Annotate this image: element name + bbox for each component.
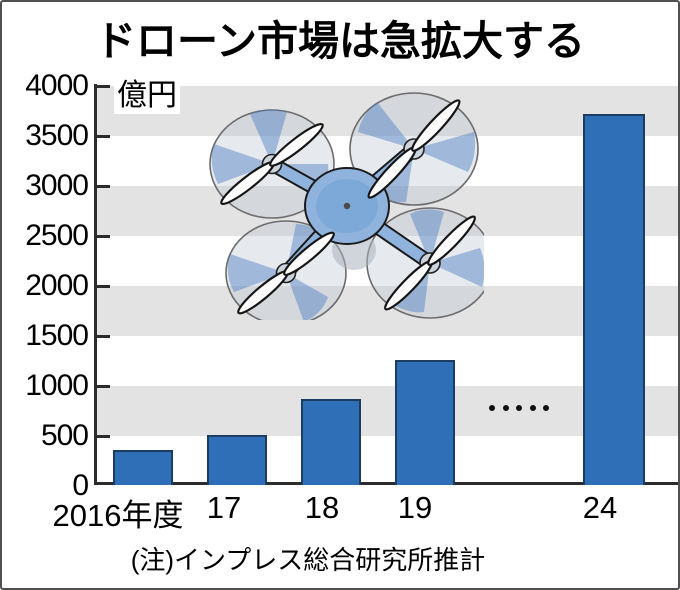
y-axis-tick-2500 bbox=[97, 235, 110, 238]
drone-illustration bbox=[209, 92, 484, 320]
y-axis-label-3500: 3500 bbox=[25, 119, 89, 152]
x-axis-label-24: 24 bbox=[582, 490, 618, 525]
y-axis-tick-1000 bbox=[97, 385, 110, 388]
y-axis-label-0: 0 bbox=[72, 469, 89, 502]
chart-title: ドローン市場は急拡大する bbox=[95, 18, 585, 64]
omitted-years-dot bbox=[489, 405, 495, 411]
x-axis-label-17: 17 bbox=[206, 490, 242, 525]
source-note: (注)インプレス総合研究所推計 bbox=[130, 545, 486, 575]
x-axis-label-19: 19 bbox=[397, 490, 433, 525]
omitted-years-dot bbox=[529, 405, 536, 411]
y-axis-label-1500: 1500 bbox=[25, 319, 89, 352]
bar-2016年度 bbox=[113, 450, 173, 485]
y-axis-tick-1500 bbox=[97, 335, 110, 338]
x-axis-label-18: 18 bbox=[304, 490, 340, 525]
y-axis-labels: 4000 3500 3000 2500 2000 1500 1000 500 0 bbox=[2, 2, 89, 588]
y-axis-tick-3000 bbox=[97, 185, 110, 188]
omitted-years-dot bbox=[502, 405, 509, 411]
y-axis-label-2500: 2500 bbox=[25, 219, 89, 252]
y-axis-unit-label: 億円 bbox=[114, 70, 180, 114]
y-axis-tick-3500 bbox=[97, 135, 110, 138]
y-axis-tick-2000 bbox=[97, 285, 110, 288]
x-axis-label-2016年度: 2016年度 bbox=[52, 498, 184, 533]
bar-19 bbox=[395, 360, 455, 485]
y-axis-line bbox=[94, 84, 97, 484]
y-axis-label-2000: 2000 bbox=[25, 269, 89, 302]
omitted-years-dot bbox=[543, 405, 549, 411]
y-axis-tick-500 bbox=[97, 435, 110, 438]
gray-band-500-1000 bbox=[96, 386, 678, 436]
x-axis-line bbox=[94, 482, 678, 485]
y-axis-label-1000: 1000 bbox=[25, 369, 89, 402]
y-axis-label-500: 500 bbox=[40, 419, 89, 452]
propeller-blades bbox=[220, 99, 476, 315]
omitted-years-dots bbox=[489, 405, 549, 411]
y-axis-label-4000: 4000 bbox=[25, 69, 89, 102]
bar-24 bbox=[583, 114, 645, 485]
bar-18 bbox=[301, 399, 361, 485]
y-axis-label-3000: 3000 bbox=[25, 169, 89, 202]
omitted-years-dot bbox=[516, 405, 522, 411]
drone-center-dot bbox=[343, 202, 351, 210]
bar-17 bbox=[207, 435, 267, 485]
gray-band-1500-2000 bbox=[96, 286, 678, 336]
y-axis-tick-4000 bbox=[97, 85, 110, 88]
gray-band-3500-4000 bbox=[96, 86, 678, 136]
